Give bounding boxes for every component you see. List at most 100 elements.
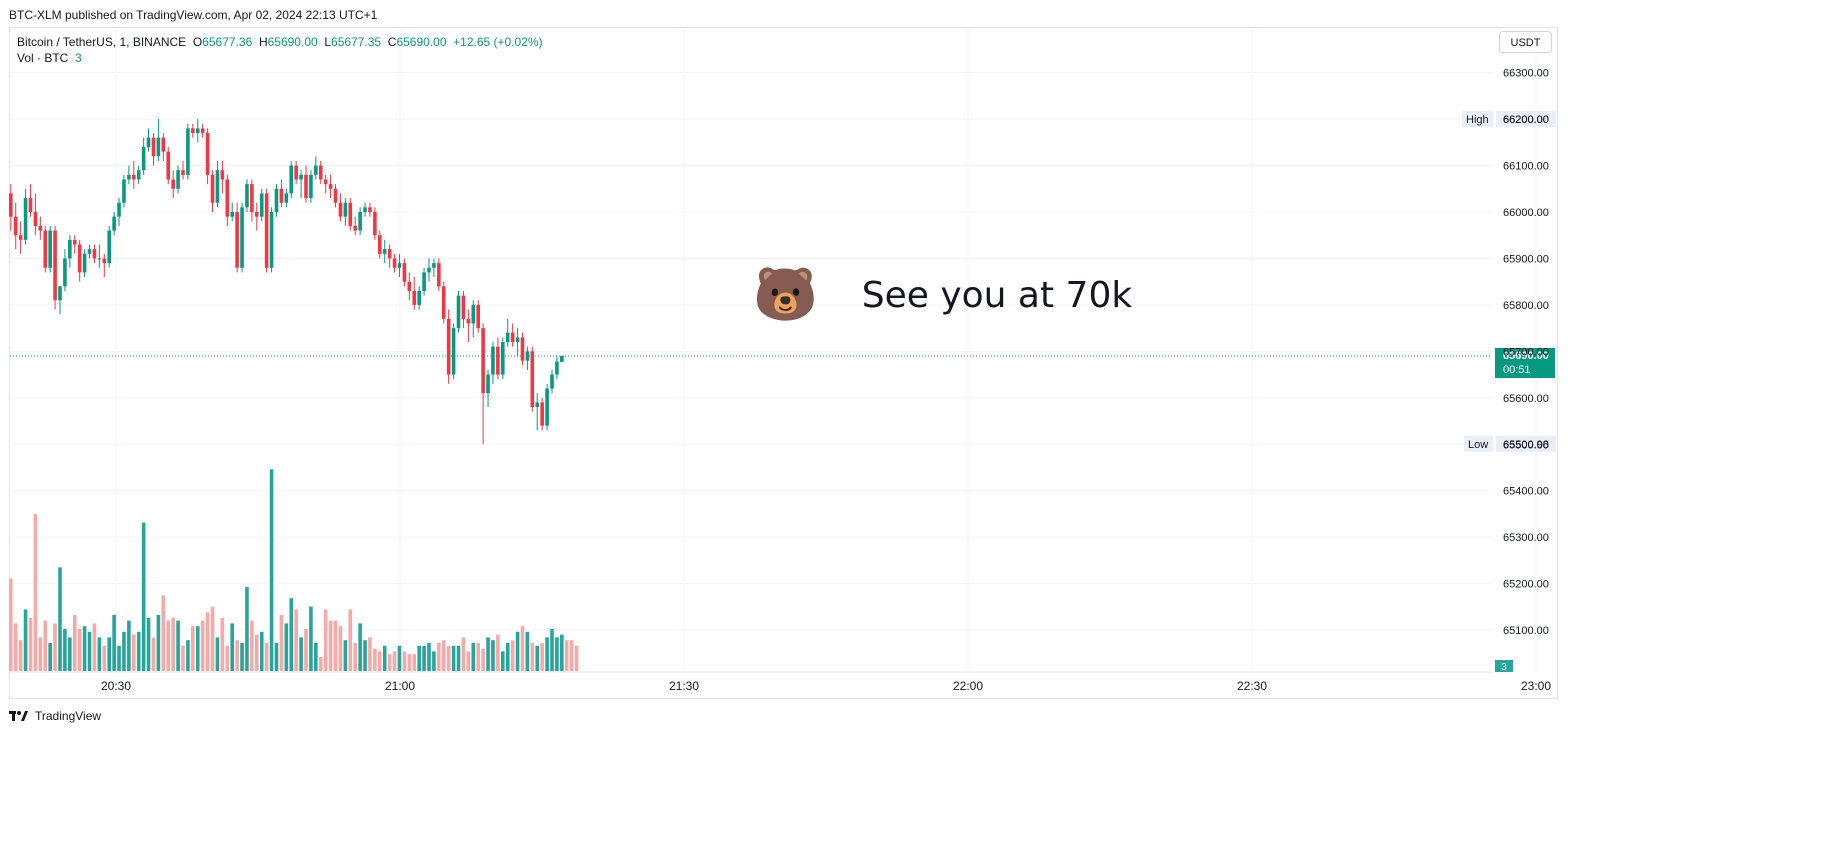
volume-bar bbox=[195, 626, 200, 671]
candle-body bbox=[181, 170, 185, 175]
volume-bar bbox=[510, 640, 515, 671]
candle-body bbox=[550, 374, 554, 389]
candle-body bbox=[294, 165, 298, 180]
candle-body bbox=[186, 128, 190, 175]
tradingview-snapshot: BTC-XLM published on TradingView.com, Ap… bbox=[0, 0, 1568, 735]
volume-bar bbox=[132, 634, 136, 671]
candle-body bbox=[461, 295, 466, 319]
price-tick-label: 65700.00 bbox=[1503, 346, 1549, 358]
low-value: 65500.98 bbox=[1503, 439, 1549, 451]
candle-body bbox=[412, 290, 417, 305]
volume-bar bbox=[220, 617, 225, 671]
volume-bar bbox=[496, 634, 500, 671]
volume-bar bbox=[392, 651, 397, 671]
volume-bar bbox=[446, 645, 451, 671]
volume-bar bbox=[412, 654, 417, 671]
volume-bar bbox=[63, 629, 67, 671]
candlesticks bbox=[9, 119, 564, 445]
open-label: O bbox=[192, 35, 203, 49]
candle-body bbox=[117, 202, 121, 217]
candle-body bbox=[72, 239, 77, 245]
volume-bar bbox=[151, 637, 156, 671]
legend: Bitcoin / TetherUS, 1, BINANCE O65677.36… bbox=[17, 34, 543, 66]
candle-body bbox=[264, 193, 269, 268]
volume-bar bbox=[191, 626, 195, 671]
volume-bar bbox=[97, 637, 102, 671]
candle-body bbox=[456, 295, 461, 329]
candle-body bbox=[382, 249, 387, 254]
candle-body bbox=[245, 184, 249, 208]
bear-face-icon: 🐻 bbox=[753, 265, 818, 325]
volume-bar bbox=[545, 637, 549, 671]
volume-bar bbox=[402, 651, 407, 671]
candle-body bbox=[92, 249, 97, 259]
candle-body bbox=[392, 258, 397, 268]
volume-bar bbox=[264, 643, 269, 671]
price-tick-label: 65400.00 bbox=[1503, 486, 1549, 498]
candle-body bbox=[535, 402, 540, 408]
candle-body bbox=[53, 230, 57, 301]
candle-body bbox=[387, 249, 392, 259]
candle-body bbox=[151, 137, 156, 157]
volume-bar bbox=[304, 629, 308, 671]
volume-bar bbox=[353, 643, 357, 671]
candle-body bbox=[176, 170, 180, 189]
candle-body bbox=[33, 212, 38, 226]
high-value: 66200.00 bbox=[1503, 114, 1549, 126]
volume-bar bbox=[540, 643, 544, 671]
candle-body bbox=[545, 388, 549, 426]
open-value: 65677.36 bbox=[202, 35, 253, 49]
candle-body bbox=[343, 202, 348, 217]
volume-label[interactable]: Vol · BTC bbox=[17, 51, 69, 65]
candle-body bbox=[525, 351, 530, 361]
volume-bar bbox=[205, 612, 210, 671]
candle-body bbox=[200, 128, 205, 134]
candle-body bbox=[48, 230, 52, 268]
volume-bar bbox=[358, 623, 362, 671]
countdown-value: 00:51 bbox=[1503, 364, 1531, 376]
last-price-tag bbox=[1495, 347, 1555, 378]
publish-info: BTC-XLM published on TradingView.com, Ap… bbox=[9, 8, 378, 22]
candle-body bbox=[540, 402, 544, 426]
time-tick-label: 22:00 bbox=[953, 679, 983, 693]
volume-bar bbox=[274, 643, 279, 671]
price-tick-label: 65600.00 bbox=[1503, 393, 1549, 405]
volume-bar bbox=[250, 620, 254, 671]
low-label: L bbox=[324, 35, 332, 49]
candle-body bbox=[422, 272, 426, 291]
candle-body bbox=[255, 212, 259, 217]
volume-bar bbox=[564, 640, 569, 671]
candle-body bbox=[466, 318, 471, 324]
candle-body bbox=[471, 304, 476, 324]
volume-bar bbox=[235, 640, 239, 671]
candle-body bbox=[274, 188, 279, 212]
candle-body bbox=[402, 263, 407, 282]
candle-body bbox=[112, 216, 116, 231]
text-annotation[interactable]: 🐻 See you at 70k bbox=[753, 264, 1132, 326]
time-tick-label: 23:00 bbox=[1521, 679, 1551, 693]
candle-body bbox=[225, 179, 230, 217]
volume-bar bbox=[215, 637, 220, 671]
volume-bar bbox=[481, 648, 485, 671]
candle-body bbox=[314, 165, 318, 175]
candle-body bbox=[220, 170, 225, 180]
candle-body bbox=[68, 239, 72, 259]
price-chart[interactable]: 65690.00 00:51 High 66200.00 Low 65500.98 3 66… bbox=[0, 0, 1568, 735]
volume-bar bbox=[363, 640, 367, 671]
volume-bar bbox=[294, 609, 298, 671]
candle-body bbox=[368, 207, 372, 212]
price-tick-label: 66300.00 bbox=[1503, 68, 1549, 80]
chart-frame bbox=[9, 27, 1558, 699]
volume-bar bbox=[373, 648, 377, 671]
candle-body bbox=[9, 193, 13, 217]
currency-button[interactable]: USDT bbox=[1499, 31, 1552, 53]
price-tick-label: 65300.00 bbox=[1503, 532, 1549, 544]
candle-body bbox=[127, 174, 131, 180]
volume-last-tag bbox=[1495, 660, 1513, 672]
close-value: 65690.00 bbox=[396, 35, 447, 49]
volume-bar bbox=[210, 606, 215, 671]
candle-body bbox=[446, 318, 451, 375]
symbol-label[interactable]: Bitcoin / TetherUS, 1, BINANCE bbox=[17, 35, 187, 49]
annotation-text: See you at 70k bbox=[861, 274, 1133, 316]
candle-body bbox=[132, 174, 136, 180]
